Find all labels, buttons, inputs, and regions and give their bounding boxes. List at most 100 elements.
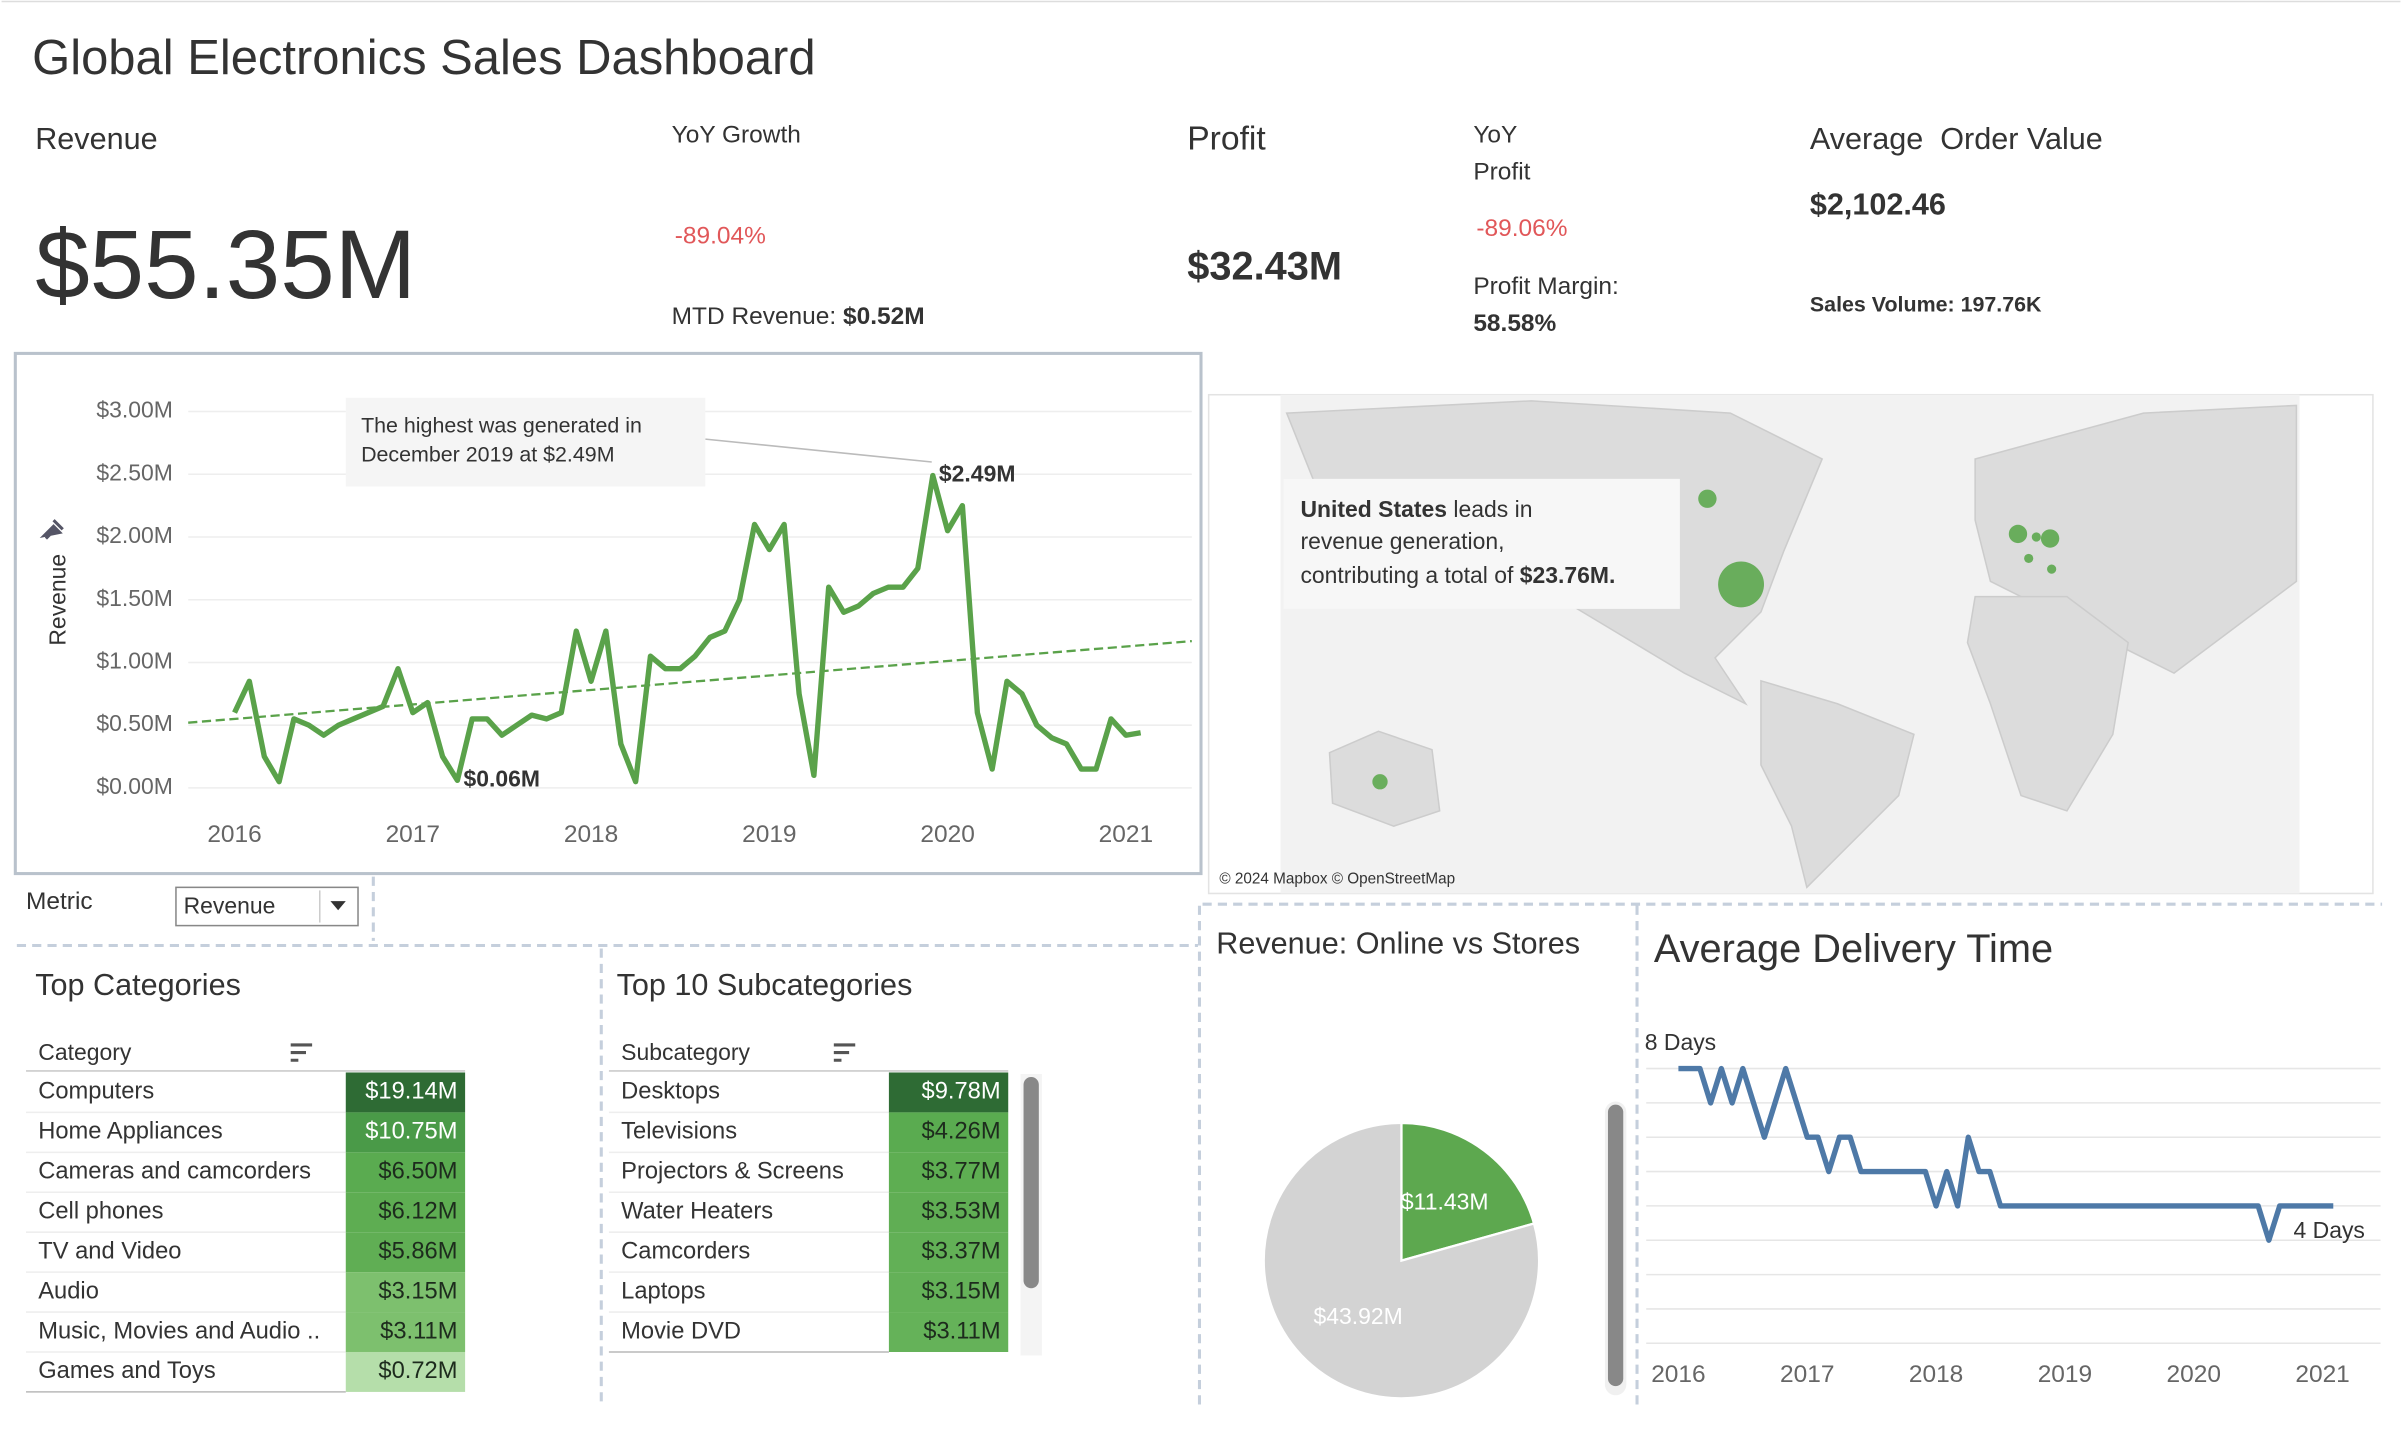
scrollbar[interactable] bbox=[1023, 1077, 1039, 1289]
y-tick-label: $1.50M bbox=[96, 585, 173, 611]
value-cell-text: $3.15M bbox=[922, 1278, 1001, 1304]
value-cell bbox=[888, 1192, 1009, 1233]
annotation-connector bbox=[705, 438, 932, 463]
kpi-value: -89.06% bbox=[1476, 215, 1567, 242]
kpi-label: Revenue bbox=[35, 122, 157, 156]
row-label: Laptops bbox=[621, 1278, 705, 1304]
value-cell-text: $6.12M bbox=[378, 1198, 457, 1224]
value-cell-text: $3.37M bbox=[922, 1238, 1001, 1264]
kpi-sub-value: 58.58% bbox=[1473, 310, 1556, 337]
row-label: Water Heaters bbox=[621, 1198, 773, 1224]
metric-dropdown[interactable]: Revenue bbox=[175, 886, 359, 927]
y-tick-label: $2.50M bbox=[96, 459, 173, 485]
value-cell-text: $3.11M bbox=[380, 1318, 457, 1344]
value-cell-text: $19.14M bbox=[365, 1079, 457, 1105]
kpi-sub: MTD Revenue: $0.52M bbox=[672, 304, 925, 331]
map-land bbox=[1966, 595, 2129, 812]
chart-title: Revenue: Online vs Stores bbox=[1216, 927, 1580, 961]
annotation-text: December 2019 at $2.49M bbox=[361, 443, 614, 467]
kpi-value: $55.35M bbox=[35, 209, 416, 319]
kpi-label: Average Order Value bbox=[1810, 122, 2103, 156]
dropdown-arrow[interactable] bbox=[330, 901, 346, 911]
y-tick-label: $0.50M bbox=[96, 710, 173, 736]
value-cell-text: $3.11M bbox=[923, 1318, 1000, 1344]
value-cell-text: $6.50M bbox=[378, 1159, 457, 1185]
map-bubble bbox=[2008, 524, 2028, 544]
value-cell bbox=[345, 1152, 466, 1193]
table-title: Top 10 Subcategories bbox=[617, 968, 913, 1002]
map-bubbles bbox=[1372, 489, 2060, 790]
row-label: Home Appliances bbox=[38, 1119, 222, 1145]
x-tick-label: 2020 bbox=[2167, 1361, 2221, 1388]
filter-label: Metric bbox=[26, 888, 93, 915]
value-cell bbox=[888, 1152, 1009, 1193]
value-cell bbox=[888, 1272, 1009, 1313]
kpi-value: $2,102.46 bbox=[1810, 188, 1946, 222]
value-cell-text: $3.15M bbox=[378, 1278, 457, 1304]
row-label: Desktops bbox=[621, 1079, 720, 1105]
kpi-label: YoY Growth bbox=[672, 122, 801, 149]
map-annotation: United States leads in bbox=[1300, 496, 1532, 522]
data-label: 8 Days bbox=[1645, 1029, 1716, 1055]
value-cell-text: $3.77M bbox=[922, 1159, 1001, 1185]
x-tick-label: 2018 bbox=[564, 821, 618, 848]
x-tick-label: 2018 bbox=[1909, 1361, 1963, 1388]
value-cell bbox=[345, 1312, 466, 1352]
value-cell bbox=[345, 1112, 466, 1153]
annotation-bold: United States bbox=[1300, 496, 1447, 522]
x-tick-label: 2019 bbox=[742, 821, 796, 848]
line bbox=[232, 472, 1142, 785]
dashboard-title: Global Electronics Sales Dashboard bbox=[32, 31, 815, 85]
value-cell bbox=[888, 1072, 1009, 1113]
kpi-label: Profit bbox=[1473, 158, 1530, 185]
kpi-sub-label: Profit Margin: bbox=[1473, 273, 1619, 300]
annotation-text: contributing a total of bbox=[1300, 562, 1519, 588]
y-tick-label: $1.00M bbox=[96, 648, 173, 674]
row-label: Cameras and camcorders bbox=[38, 1159, 311, 1185]
x-tick-label: 2017 bbox=[386, 821, 440, 848]
row-label: Computers bbox=[38, 1079, 154, 1105]
map-annotation: contributing a total of $23.76M. bbox=[1300, 562, 1615, 588]
data-label: $43.92M bbox=[1314, 1303, 1403, 1329]
kpi-sub: Sales Volume: 197.76K bbox=[1810, 293, 2042, 317]
row-label: Projectors & Screens bbox=[621, 1159, 844, 1185]
kpi-label: Profit bbox=[1187, 121, 1266, 158]
x-tick-label: 2016 bbox=[1651, 1361, 1705, 1388]
x-tick-label: 2020 bbox=[920, 821, 974, 848]
row-label: Camcorders bbox=[621, 1238, 750, 1264]
x-tick-label: 2019 bbox=[2038, 1361, 2092, 1388]
map-bubble bbox=[2047, 564, 2057, 574]
chart-frame bbox=[13, 351, 1203, 876]
sort-icon bbox=[833, 1043, 856, 1062]
data-label: $2.49M bbox=[939, 461, 1016, 487]
dropdown-value[interactable]: Revenue bbox=[184, 892, 276, 918]
value-cell-text: $9.78M bbox=[922, 1079, 1001, 1105]
line bbox=[1678, 1065, 2334, 1243]
y-tick-label: $3.00M bbox=[96, 397, 173, 423]
kpi-value: -89.04% bbox=[675, 223, 766, 250]
annotation-box bbox=[345, 397, 706, 487]
map-bubble bbox=[2040, 529, 2060, 548]
table-header: Category bbox=[38, 1039, 132, 1065]
scrollbar[interactable] bbox=[1607, 1104, 1624, 1387]
y-axis-label: Revenue bbox=[45, 554, 71, 646]
map-bubble bbox=[1718, 561, 1765, 608]
y-tick-label: $0.00M bbox=[96, 773, 173, 799]
dropdown-box[interactable] bbox=[175, 886, 359, 927]
sort-icon bbox=[290, 1043, 313, 1062]
kpi-label: YoY bbox=[1473, 122, 1517, 149]
annotation-bold: $23.76M. bbox=[1520, 562, 1616, 588]
pin-icon bbox=[39, 519, 64, 540]
value-cell bbox=[888, 1232, 1009, 1273]
value-cell bbox=[888, 1312, 1009, 1352]
kpi-sub-value: $0.52M bbox=[843, 304, 925, 331]
row-label: Games and Toys bbox=[38, 1358, 215, 1384]
row-label: Televisions bbox=[621, 1119, 737, 1145]
annotation-text: leads in bbox=[1447, 496, 1532, 522]
kpi-value: $32.43M bbox=[1187, 245, 1342, 289]
value-cell-text: $0.72M bbox=[378, 1358, 457, 1384]
x-tick-label: 2016 bbox=[207, 821, 261, 848]
value-cell bbox=[888, 1112, 1009, 1153]
x-tick-label: 2017 bbox=[1780, 1361, 1834, 1388]
